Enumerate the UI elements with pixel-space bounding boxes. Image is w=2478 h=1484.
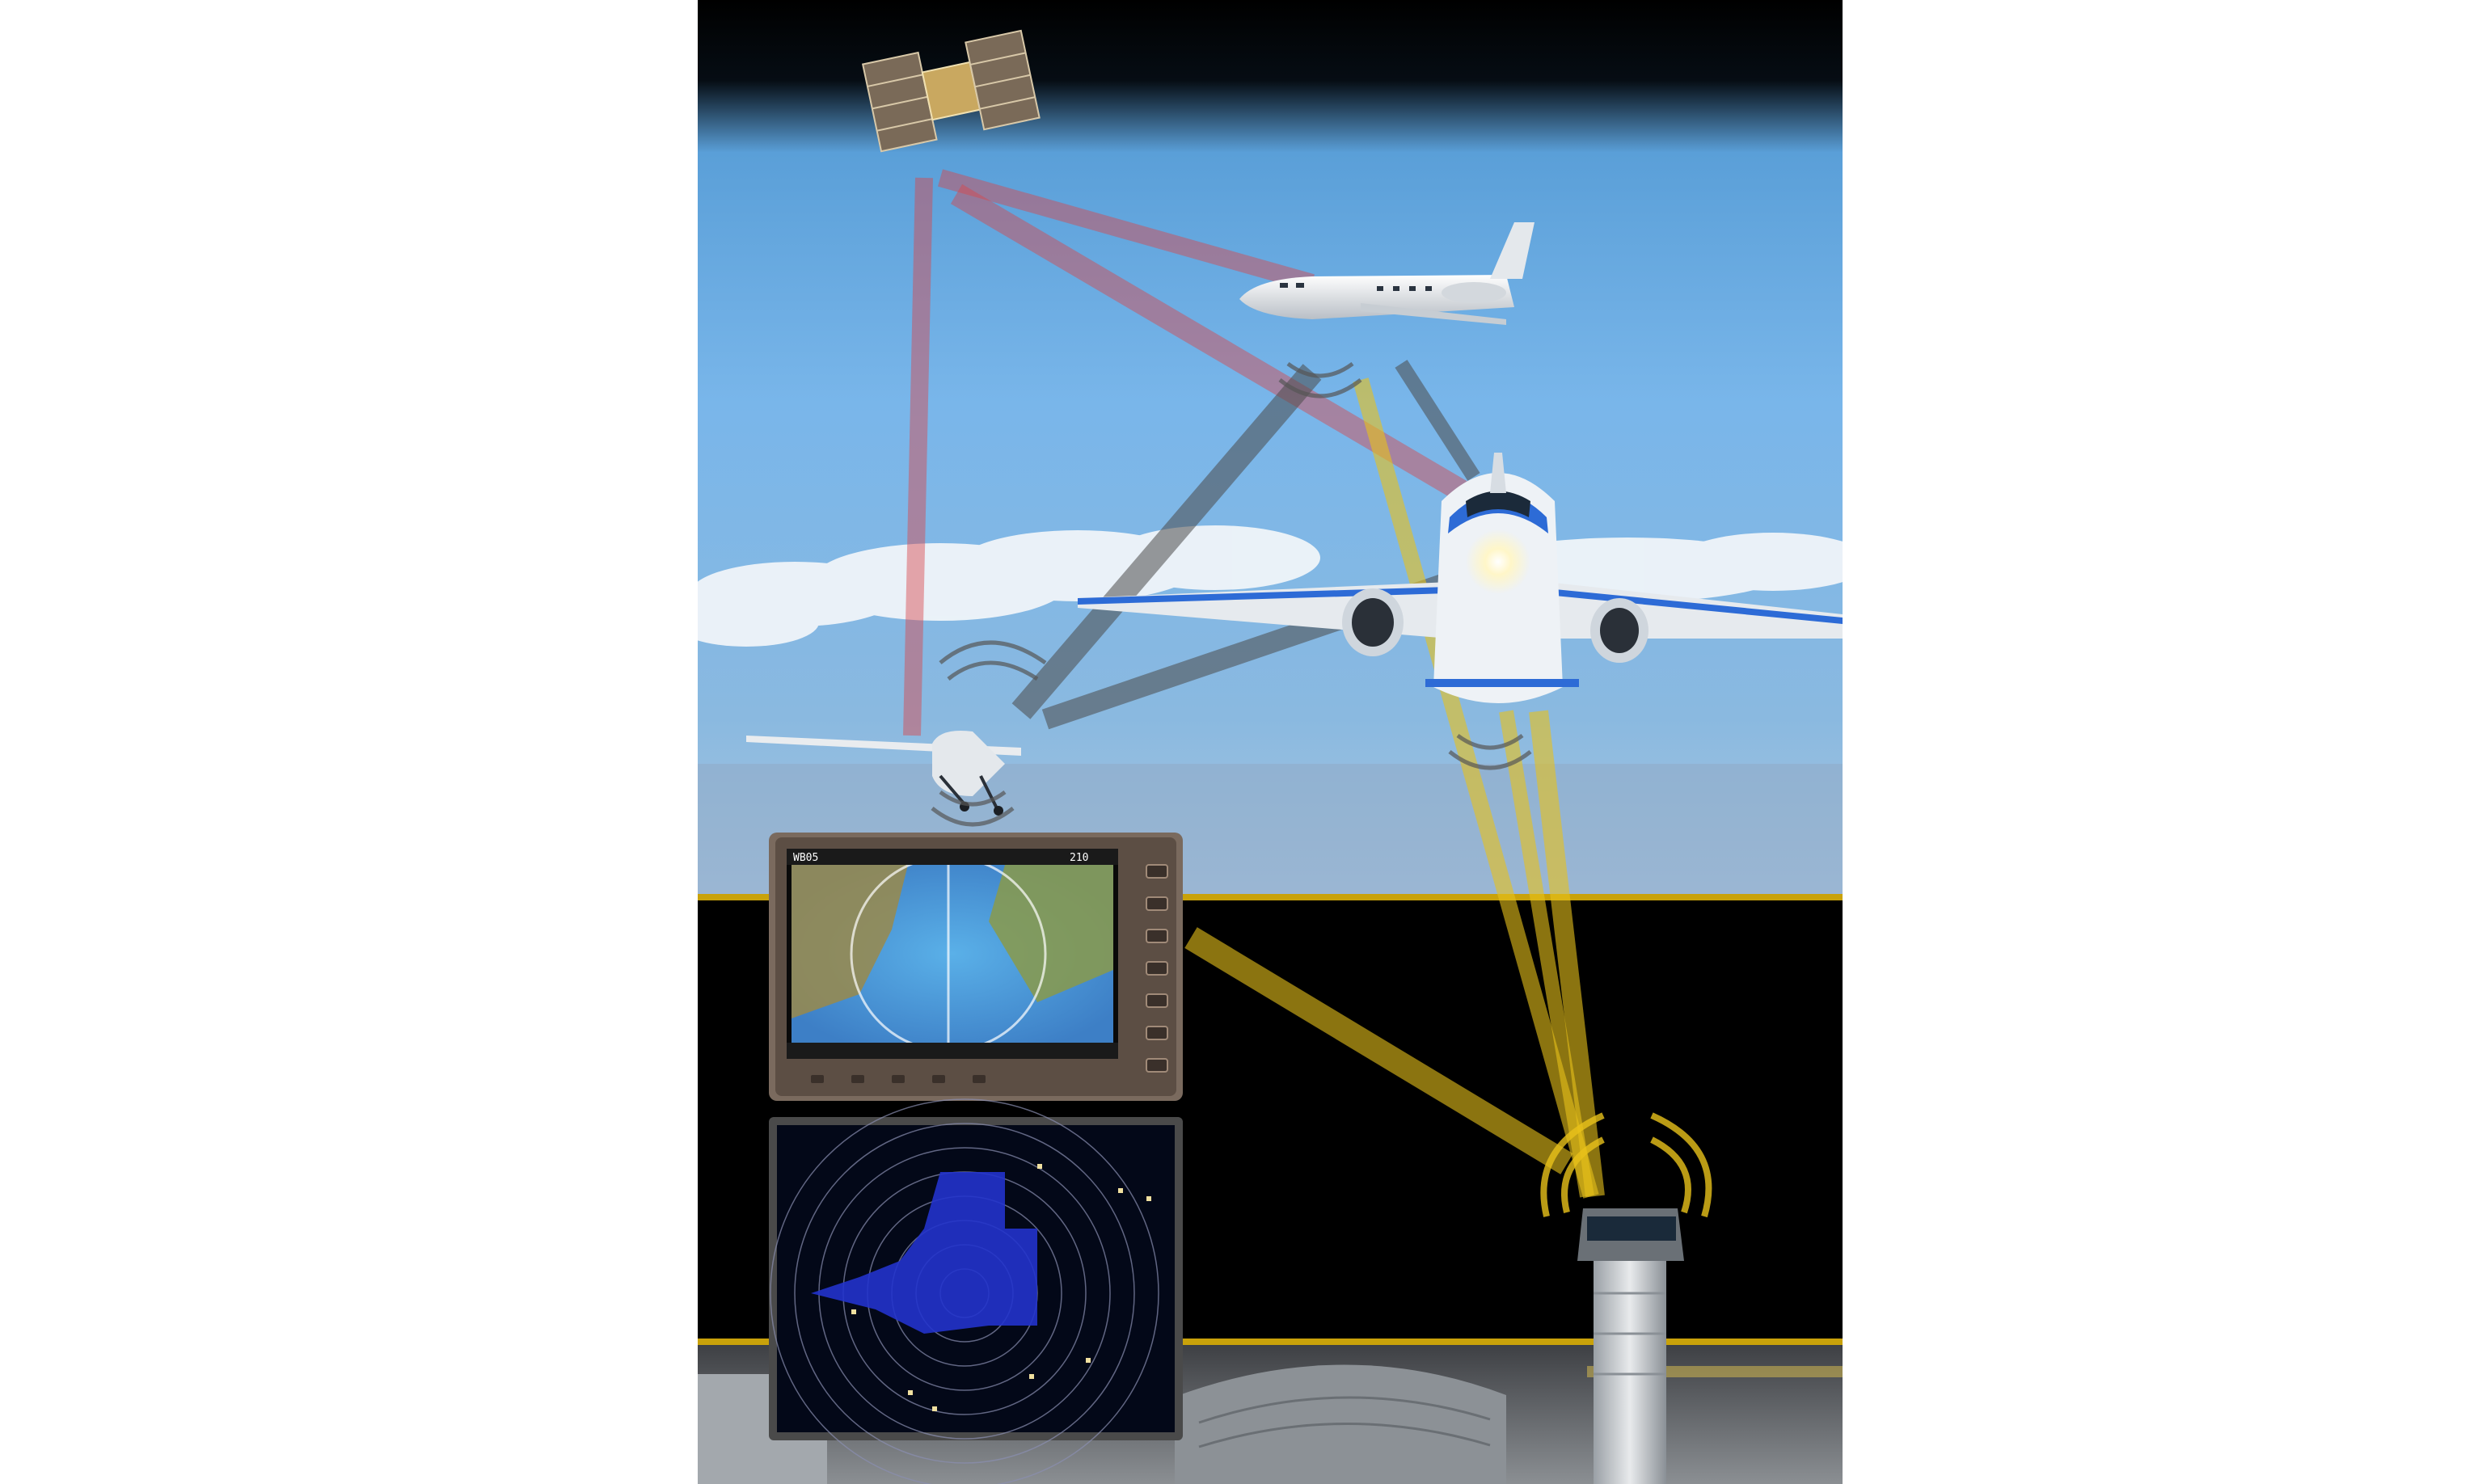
cockpit-side-buttons[interactable]	[1146, 864, 1168, 1073]
radar-coverage-area	[811, 1172, 1037, 1334]
satellite-links	[903, 169, 1513, 736]
sky-background	[698, 0, 1843, 897]
cockpit-display: WB05 210	[769, 833, 1183, 1101]
tower-signal-waves-icon	[1540, 1112, 1712, 1218]
ground-links	[1184, 377, 1605, 1199]
cockpit-softkeys[interactable]	[811, 1075, 986, 1083]
gold-divider-top	[698, 894, 1843, 900]
signal-waves-icon	[931, 361, 1532, 827]
radar-display	[769, 1098, 1183, 1484]
radar-targets	[851, 1164, 1151, 1411]
gold-divider-bottom	[698, 1339, 1843, 1345]
hangar-roof-ribs	[1198, 1396, 1491, 1448]
business-jet-icon	[1239, 222, 1535, 325]
ads-b-illustration: WB05 210	[698, 0, 1843, 1484]
heading-readout: WB05	[793, 852, 818, 864]
airliner-icon	[1078, 453, 1843, 703]
cessna-icon	[746, 731, 1021, 816]
ground-speed-readout: 210	[1070, 852, 1088, 864]
satellite-icon	[861, 29, 1041, 153]
control-tower-icon	[1577, 1208, 1684, 1484]
